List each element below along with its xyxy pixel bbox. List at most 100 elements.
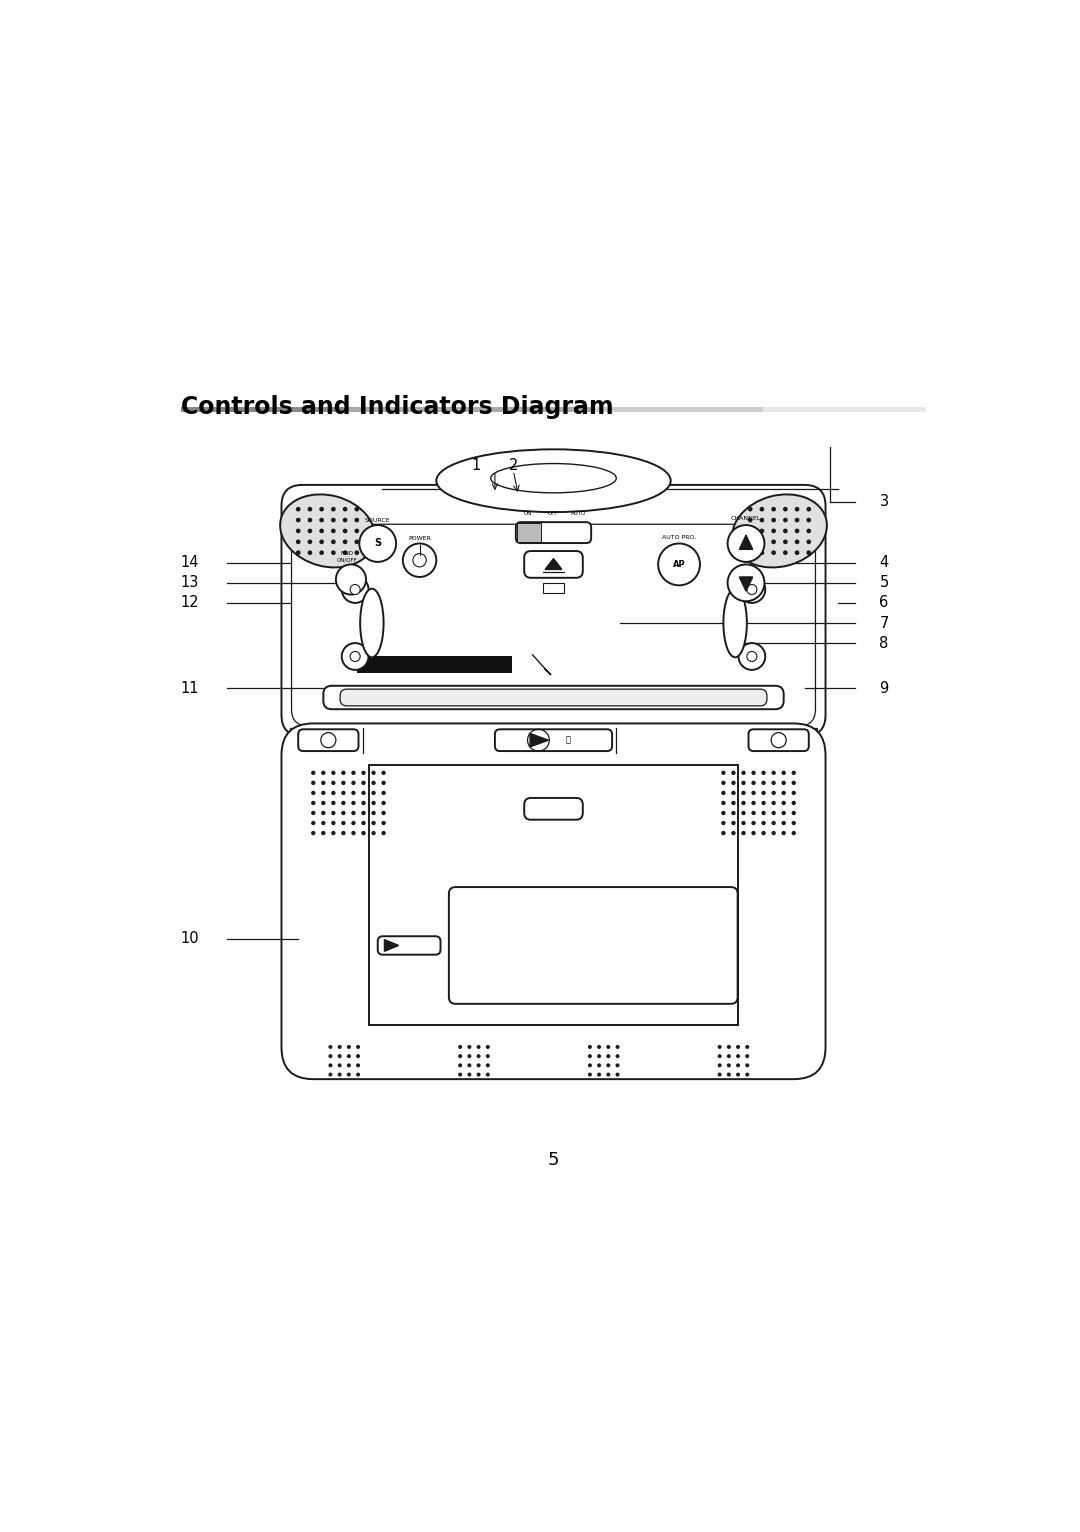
Text: 6: 6 [879,596,889,610]
Circle shape [354,529,360,533]
Circle shape [745,1045,750,1049]
Circle shape [752,781,756,784]
Circle shape [372,791,376,795]
Circle shape [588,1045,592,1049]
Circle shape [332,550,336,555]
Circle shape [739,643,766,669]
Circle shape [747,550,753,555]
Circle shape [731,821,735,826]
Circle shape [328,1063,333,1068]
Circle shape [350,585,360,594]
Circle shape [717,1054,721,1059]
Circle shape [752,830,756,835]
Circle shape [782,830,786,835]
Circle shape [321,791,325,795]
Circle shape [597,1072,602,1077]
Circle shape [308,539,312,544]
Circle shape [727,1072,731,1077]
Circle shape [320,550,324,555]
Polygon shape [384,939,399,951]
Circle shape [792,781,796,784]
Circle shape [332,529,336,533]
Circle shape [739,576,766,604]
Circle shape [616,1072,620,1077]
Circle shape [354,539,360,544]
Text: 4: 4 [879,555,889,570]
Text: AUTO: AUTO [571,512,586,516]
Circle shape [759,539,765,544]
Bar [762,408,926,412]
Circle shape [332,539,336,544]
Text: Controls and Indicators Diagram: Controls and Indicators Diagram [181,395,613,420]
Circle shape [728,525,765,562]
Circle shape [332,810,336,815]
Circle shape [342,550,348,555]
Text: FIND: FIND [340,552,353,556]
Circle shape [486,1072,490,1077]
Circle shape [658,544,700,585]
Circle shape [311,791,315,795]
Circle shape [717,1072,721,1077]
Circle shape [752,771,756,775]
Circle shape [351,781,355,784]
Circle shape [795,529,799,533]
Circle shape [311,821,315,826]
Circle shape [362,781,366,784]
Circle shape [597,1063,602,1068]
Circle shape [745,1054,750,1059]
Circle shape [458,1072,462,1077]
Circle shape [296,507,300,512]
Polygon shape [530,734,549,748]
Circle shape [737,1063,740,1068]
Circle shape [771,732,786,748]
Text: ON/OFF: ON/OFF [336,558,357,562]
FancyBboxPatch shape [449,887,738,1003]
Circle shape [381,810,386,815]
Text: CHANNEL: CHANNEL [731,516,761,521]
Circle shape [356,1045,360,1049]
Circle shape [321,821,325,826]
Ellipse shape [280,495,375,567]
Circle shape [771,801,775,806]
Circle shape [354,550,360,555]
Circle shape [341,810,346,815]
Circle shape [771,507,775,512]
Circle shape [321,771,325,775]
Circle shape [771,781,775,784]
Circle shape [759,518,765,522]
Circle shape [752,791,756,795]
Circle shape [771,791,775,795]
Circle shape [588,1054,592,1059]
Circle shape [458,1045,462,1049]
Circle shape [311,781,315,784]
Circle shape [741,801,745,806]
Bar [181,408,345,412]
Ellipse shape [490,464,617,493]
Circle shape [771,810,775,815]
Circle shape [761,771,766,775]
Circle shape [341,643,368,669]
Circle shape [296,539,300,544]
Text: 5: 5 [548,1152,559,1169]
Circle shape [745,1063,750,1068]
Circle shape [354,518,360,522]
Circle shape [616,1045,620,1049]
Circle shape [372,801,376,806]
Text: 🎥: 🎥 [566,735,571,745]
Circle shape [741,810,745,815]
Circle shape [372,821,376,826]
Circle shape [782,781,786,784]
Circle shape [362,801,366,806]
FancyBboxPatch shape [524,798,583,820]
Circle shape [320,539,324,544]
Bar [345,408,595,412]
Circle shape [783,507,787,512]
Circle shape [351,791,355,795]
Polygon shape [740,578,753,591]
Circle shape [321,801,325,806]
Circle shape [476,1063,481,1068]
Circle shape [338,1045,341,1049]
Text: ON: ON [524,512,532,516]
Circle shape [807,529,811,533]
Circle shape [486,1054,490,1059]
